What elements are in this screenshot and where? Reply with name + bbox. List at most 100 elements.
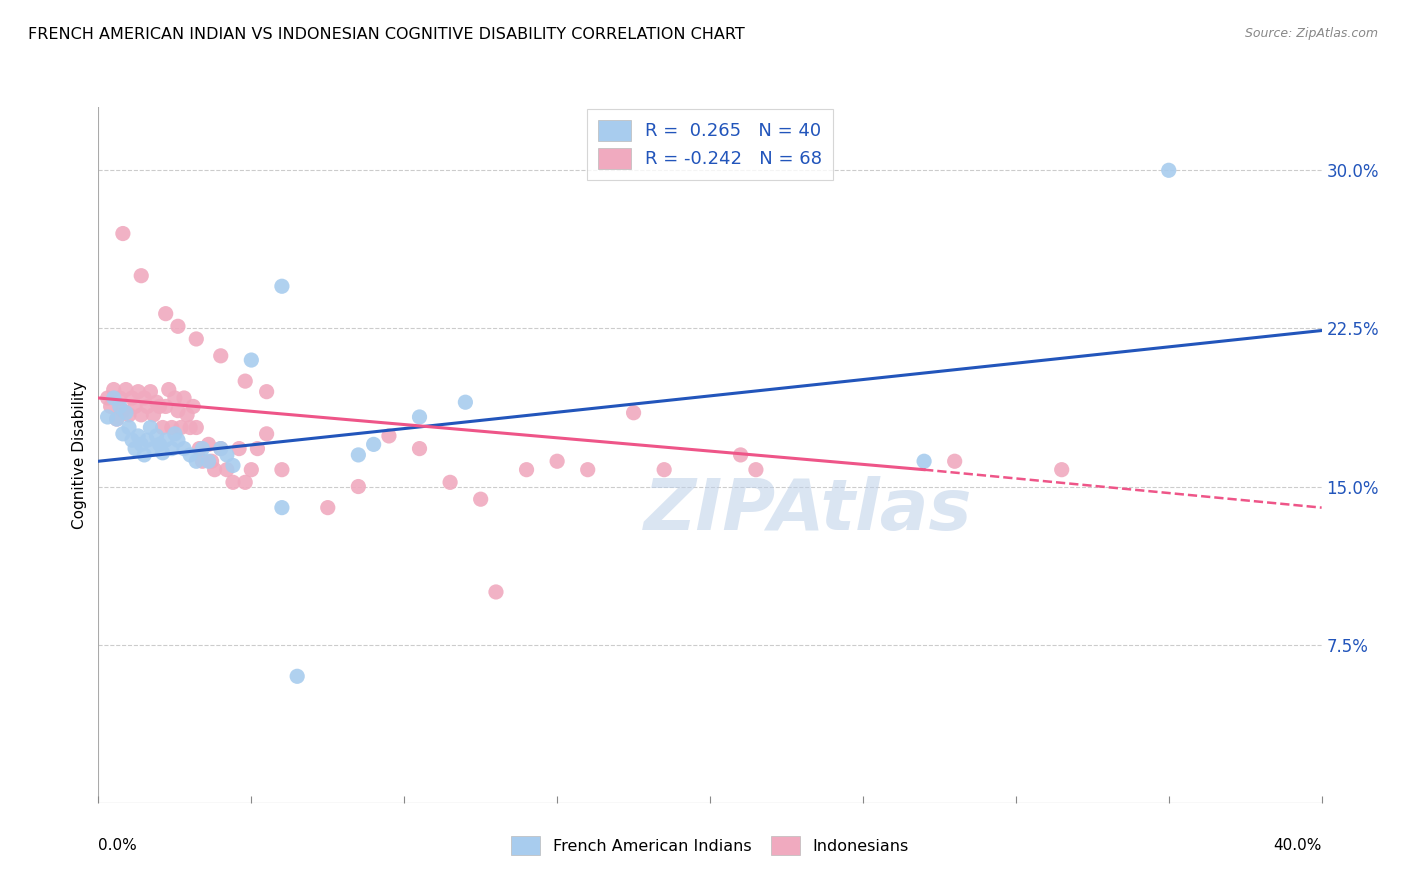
Point	[186, 454, 208, 468]
Point	[152, 446, 174, 460]
Point	[118, 408, 141, 422]
Point	[152, 420, 174, 434]
Point	[108, 391, 131, 405]
Point	[209, 442, 232, 456]
Legend: French American Indians, Indonesians: French American Indians, Indonesians	[502, 827, 918, 864]
Point	[546, 454, 568, 468]
Point	[454, 395, 477, 409]
Point	[163, 391, 186, 405]
Point	[134, 391, 156, 405]
Point	[134, 448, 156, 462]
Point	[191, 442, 214, 456]
Point	[485, 585, 508, 599]
Point	[191, 454, 214, 468]
Text: 0.0%: 0.0%	[98, 838, 138, 853]
Point	[197, 454, 219, 468]
Point	[97, 391, 120, 405]
Point	[149, 437, 172, 451]
Point	[623, 406, 645, 420]
Point	[142, 442, 165, 456]
Point	[129, 268, 152, 283]
Point	[347, 448, 370, 462]
Point	[173, 442, 195, 456]
Point	[233, 374, 256, 388]
Point	[215, 463, 238, 477]
Point	[97, 409, 120, 424]
Point	[139, 384, 162, 399]
Point	[179, 448, 201, 462]
Point	[246, 442, 269, 456]
Point	[240, 353, 263, 368]
Point	[181, 400, 204, 414]
Point	[157, 383, 180, 397]
Text: Source: ZipAtlas.com: Source: ZipAtlas.com	[1244, 27, 1378, 40]
Point	[149, 400, 172, 414]
Point	[124, 442, 146, 456]
Point	[121, 391, 143, 405]
Point	[439, 475, 461, 490]
Point	[155, 433, 177, 447]
Point	[730, 448, 752, 462]
Point	[108, 400, 131, 414]
Point	[233, 475, 256, 490]
Y-axis label: Cognitive Disability: Cognitive Disability	[72, 381, 87, 529]
Point	[270, 463, 292, 477]
Point	[103, 391, 125, 405]
Point	[176, 408, 198, 422]
Point	[111, 403, 134, 417]
Point	[912, 454, 935, 468]
Point	[204, 463, 226, 477]
Point	[215, 448, 238, 462]
Point	[222, 458, 245, 473]
Point	[516, 463, 538, 477]
Point	[222, 475, 245, 490]
Point	[145, 429, 167, 443]
Point	[652, 463, 675, 477]
Point	[1157, 163, 1180, 178]
Point	[197, 437, 219, 451]
Point	[228, 442, 250, 456]
Point	[100, 400, 122, 414]
Point	[127, 384, 149, 399]
Point	[136, 400, 159, 414]
Point	[155, 400, 177, 414]
Point	[576, 463, 599, 477]
Point	[943, 454, 966, 468]
Text: ZIPAtlas: ZIPAtlas	[644, 476, 972, 545]
Point	[118, 420, 141, 434]
Text: FRENCH AMERICAN INDIAN VS INDONESIAN COGNITIVE DISABILITY CORRELATION CHART: FRENCH AMERICAN INDIAN VS INDONESIAN COG…	[28, 27, 745, 42]
Point	[167, 319, 190, 334]
Point	[186, 332, 208, 346]
Point	[209, 349, 232, 363]
Point	[240, 463, 263, 477]
Point	[173, 391, 195, 405]
Point	[270, 500, 292, 515]
Point	[256, 426, 278, 441]
Point	[111, 227, 134, 241]
Point	[170, 420, 193, 434]
Point	[209, 442, 232, 456]
Point	[105, 412, 128, 426]
Point	[188, 442, 211, 456]
Point	[129, 408, 152, 422]
Point	[186, 420, 208, 434]
Point	[347, 479, 370, 493]
Point	[285, 669, 308, 683]
Point	[103, 383, 125, 397]
Point	[200, 454, 222, 468]
Point	[124, 400, 146, 414]
Point	[270, 279, 292, 293]
Point	[316, 500, 339, 515]
Point	[163, 426, 186, 441]
Point	[179, 420, 201, 434]
Point	[142, 408, 165, 422]
Point	[111, 426, 134, 441]
Point	[127, 429, 149, 443]
Point	[1050, 463, 1073, 477]
Point	[167, 403, 190, 417]
Point	[745, 463, 768, 477]
Point	[121, 433, 143, 447]
Point	[470, 492, 492, 507]
Point	[115, 406, 138, 420]
Point	[408, 409, 430, 424]
